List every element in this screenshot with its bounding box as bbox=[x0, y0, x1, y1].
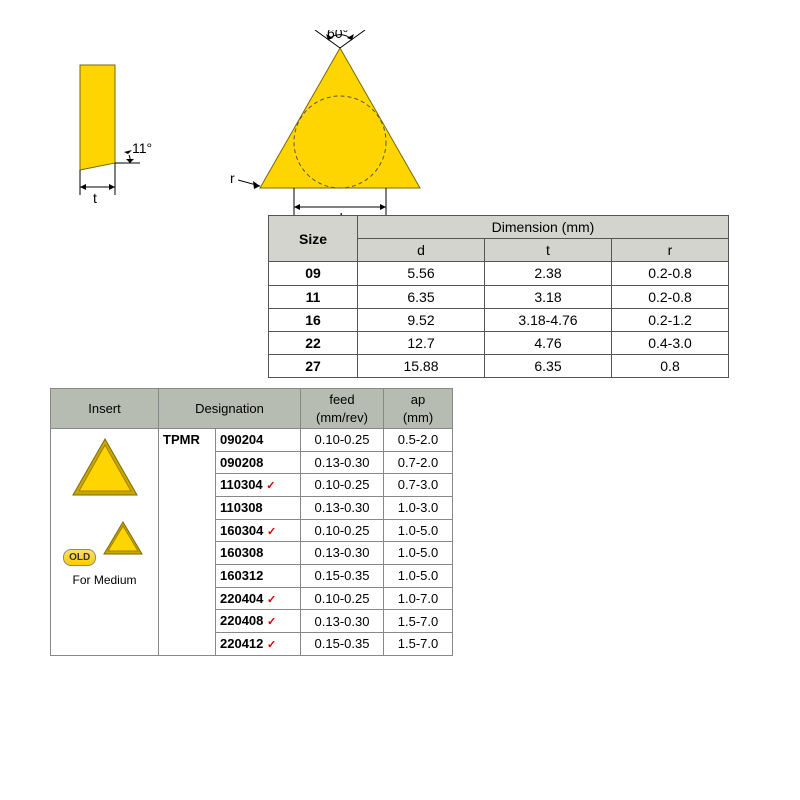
ap-cell: 1.0-3.0 bbox=[384, 497, 453, 520]
ap-cell: 1.0-5.0 bbox=[384, 519, 453, 542]
ap-cell: 0.5-2.0 bbox=[384, 429, 453, 452]
designation-cell: 220404 ✓ bbox=[216, 587, 301, 610]
check-icon: ✓ bbox=[267, 639, 276, 651]
size-table: Size Dimension (mm) d t r 095.562.380.2-… bbox=[268, 215, 729, 378]
feed-cell: 0.13-0.30 bbox=[301, 451, 384, 474]
old-badge: OLD bbox=[63, 549, 96, 567]
insert-preview-cell: OLD For Medium bbox=[51, 429, 159, 656]
insert-icon-large bbox=[65, 433, 145, 513]
insert-caption: For Medium bbox=[53, 572, 156, 588]
table-row: 116.353.180.2-0.8 bbox=[269, 285, 729, 308]
feed-header: feed(mm/rev) bbox=[301, 389, 384, 429]
col-t: t bbox=[485, 239, 612, 262]
thickness-label: t bbox=[93, 190, 97, 206]
ap-cell: 1.0-5.0 bbox=[384, 542, 453, 565]
check-icon: ✓ bbox=[267, 616, 276, 628]
designation-cell: 090204 bbox=[216, 429, 301, 452]
ap-cell: 1.0-5.0 bbox=[384, 564, 453, 587]
feed-cell: 0.15-0.35 bbox=[301, 564, 384, 587]
insert-header: Insert bbox=[51, 389, 159, 429]
apex-angle-label: 60° bbox=[327, 30, 348, 41]
col-r: r bbox=[612, 239, 729, 262]
angle-label: 11° bbox=[132, 140, 152, 156]
feed-cell: 0.13-0.30 bbox=[301, 542, 384, 565]
table-row: 2212.74.760.4-3.0 bbox=[269, 331, 729, 354]
designation-cell: 110304 ✓ bbox=[216, 474, 301, 497]
size-header: Size bbox=[269, 216, 358, 262]
designation-cell: 220412 ✓ bbox=[216, 633, 301, 656]
side-view-diagram: 11° t bbox=[60, 55, 180, 215]
ap-header: ap(mm) bbox=[384, 389, 453, 429]
designation-cell: 110308 bbox=[216, 497, 301, 520]
insert-icon-small bbox=[100, 518, 146, 560]
table-row: 2715.886.350.8 bbox=[269, 355, 729, 378]
feed-cell: 0.13-0.30 bbox=[301, 610, 384, 633]
table-row: 095.562.380.2-0.8 bbox=[269, 262, 729, 285]
top-view-diagram: 60° r d bbox=[230, 30, 450, 230]
feed-cell: 0.10-0.25 bbox=[301, 519, 384, 542]
designation-cell: 160304 ✓ bbox=[216, 519, 301, 542]
corner-radius-label: r bbox=[230, 170, 235, 186]
ap-cell: 0.7-3.0 bbox=[384, 474, 453, 497]
dimension-header: Dimension (mm) bbox=[358, 216, 729, 239]
insert-table: Insert Designation feed(mm/rev) ap(mm) O… bbox=[50, 388, 453, 656]
table-row: OLD For Medium TPMR0902040.10-0.250.5-2.… bbox=[51, 429, 453, 452]
table-row: 169.523.18-4.760.2-1.2 bbox=[269, 308, 729, 331]
designation-cell: 090208 bbox=[216, 451, 301, 474]
check-icon: ✓ bbox=[266, 480, 275, 492]
feed-cell: 0.10-0.25 bbox=[301, 474, 384, 497]
designation-cell: 160308 bbox=[216, 542, 301, 565]
designation-header: Designation bbox=[159, 389, 301, 429]
type-cell: TPMR bbox=[159, 429, 216, 656]
ap-cell: 1.5-7.0 bbox=[384, 633, 453, 656]
ap-cell: 1.0-7.0 bbox=[384, 587, 453, 610]
check-icon: ✓ bbox=[267, 594, 276, 606]
ap-cell: 0.7-2.0 bbox=[384, 451, 453, 474]
feed-cell: 0.15-0.35 bbox=[301, 633, 384, 656]
feed-cell: 0.10-0.25 bbox=[301, 587, 384, 610]
designation-cell: 220408 ✓ bbox=[216, 610, 301, 633]
col-d: d bbox=[358, 239, 485, 262]
feed-cell: 0.13-0.30 bbox=[301, 497, 384, 520]
designation-cell: 160312 bbox=[216, 564, 301, 587]
feed-cell: 0.10-0.25 bbox=[301, 429, 384, 452]
ap-cell: 1.5-7.0 bbox=[384, 610, 453, 633]
check-icon: ✓ bbox=[267, 526, 276, 538]
